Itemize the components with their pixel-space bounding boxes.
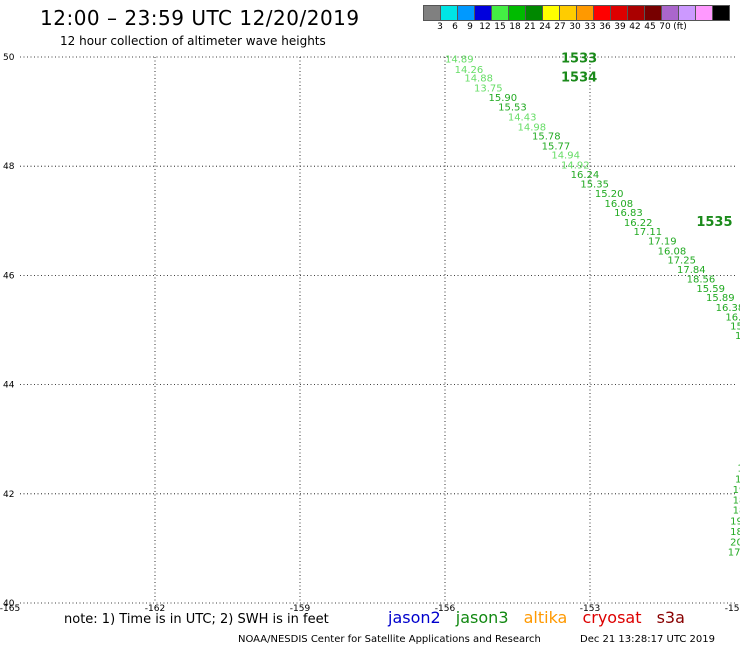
wave-height-value: 15.90 (489, 93, 518, 104)
color-scale-label: 27 (554, 22, 566, 32)
wave-height-value: 16.83 (725, 312, 740, 323)
wave-height-value: 18.83 (730, 527, 740, 538)
wave-height-value: 17.84 (677, 265, 706, 276)
color-scale-labels: 3 6 9 12 15 18 21 24 27 30 33 36 39 42 45 70 (ft) (423, 22, 740, 34)
latitude-tick-label: 46 (3, 271, 15, 281)
color-scale-bar (423, 5, 730, 21)
generation-timestamp: Dec 21 13:28:17 UTC 2019 (580, 634, 715, 645)
wave-height-value: 20.20 (730, 537, 740, 548)
pass-labels: 1533 1534 1535 (561, 52, 733, 230)
wave-height-readings: 14.8914.2614.8813.7515.9015.5314.4314.98… (445, 55, 740, 559)
wave-height-value: 14.89 (445, 55, 474, 66)
wave-height-value: 16.22 (624, 218, 653, 229)
longitude-tick-label: -159 (290, 604, 311, 614)
wave-height-value: 15.59 (696, 284, 725, 295)
color-scale-label: 70 (659, 22, 671, 32)
wave-height-value: 19.14 (730, 517, 740, 528)
color-scale-label: 18 (509, 22, 521, 32)
wave-height-value: 17.11 (634, 227, 663, 238)
legend-jason2: jason2 (388, 608, 441, 627)
color-swatch (712, 5, 730, 21)
wave-height-value: 15.37 (735, 331, 740, 342)
wave-height-value: 15.78 (532, 132, 561, 143)
page-subtitle: 12 hour collection of altimeter wave hei… (60, 34, 326, 48)
color-scale-label: 6 (452, 22, 458, 32)
page-title: 12:00 – 23:59 UTC 12/20/2019 (40, 6, 360, 30)
color-scale-label: 3 (437, 22, 443, 32)
latitude-tick-label: 48 (3, 162, 15, 172)
color-scale-label: 12 (479, 22, 491, 32)
wave-height-value: 15.89 (706, 293, 735, 304)
wave-height-value: 18.12 (733, 495, 740, 506)
wave-height-value: 15.53 (498, 103, 527, 114)
color-scale-label: 39 (614, 22, 626, 32)
wave-height-value: 16.08 (658, 246, 687, 257)
color-scale-label: 9 (467, 22, 473, 32)
wave-height-value: 15.79 (730, 322, 740, 333)
wave-height-value: 13.75 (474, 84, 503, 95)
credit-text: NOAA/NESDIS Center for Satellite Applica… (238, 634, 541, 645)
color-scale-label: 24 (539, 22, 551, 32)
wave-height-value: 14.43 (508, 113, 537, 124)
legend-cryosat: cryosat (582, 608, 642, 627)
color-scale-label: 15 (494, 22, 506, 32)
longitude-tick-label: -165 (0, 604, 20, 614)
map-gridlines (20, 56, 735, 604)
longitude-tick-label: -156 (435, 604, 456, 614)
longitude-tick-label: -153 (580, 604, 600, 614)
wave-height-value: 14.92 (561, 161, 590, 172)
color-scale-label: (ft) (673, 22, 687, 32)
latitude-tick-label: 50 (3, 53, 15, 63)
pass-time-label: 1533 (561, 52, 597, 67)
color-scale-label: 45 (644, 22, 656, 32)
pass-time-label: 1534 (561, 71, 597, 86)
longitude-tick-label: -150 (725, 604, 740, 614)
wave-height-value: 16.24 (571, 170, 600, 181)
wave-height-value: 14.98 (518, 122, 547, 133)
wave-height-value: 15.35 (580, 180, 609, 191)
wave-height-value: 17.19 (648, 236, 677, 247)
color-scale-label: 30 (569, 22, 581, 32)
color-scale-label: 21 (524, 22, 536, 32)
color-scale-label: 36 (599, 22, 611, 32)
color-scale-label: 42 (629, 22, 641, 32)
wave-height-value: 15.20 (595, 189, 624, 200)
legend-altika: altika (523, 608, 568, 627)
color-scale-label: 33 (584, 22, 596, 32)
wave-height-value: 14.88 (464, 74, 493, 85)
wave-height-value: 17.85 (728, 548, 740, 559)
wave-height-value: 17.25 (667, 256, 696, 267)
wave-height-value: 16.38 (716, 303, 740, 314)
wave-height-value: 18.81 (733, 506, 740, 517)
latitude-tick-label: 42 (3, 490, 14, 500)
wave-height-value: 14.26 (455, 65, 484, 76)
latitude-tick-label: 40 (3, 599, 15, 609)
wave-height-value: 18.56 (687, 275, 716, 286)
wave-height-value: 16.08 (605, 199, 634, 210)
wave-height-value: 19.67 (735, 475, 740, 486)
satellite-legend: jason2 jason3 altika cryosat s3a (388, 608, 695, 627)
pass-time-label: 1535 (696, 215, 732, 230)
legend-jason3: jason3 (455, 608, 509, 627)
units-note: note: 1) Time is in UTC; 2) SWH is in fe… (64, 612, 329, 627)
wave-height-value: 15.77 (542, 141, 571, 152)
map-axis-ticks: -165 -162 -159 -156 -153 -150 50 48 46 44 42 40 (0, 53, 740, 614)
latitude-tick-label: 44 (3, 381, 15, 391)
wave-height-value: 17.97 (737, 464, 740, 475)
longitude-tick-label: -162 (145, 604, 165, 614)
wave-height-value: 16.83 (614, 208, 643, 219)
legend-s3a: s3a (656, 608, 685, 627)
wave-height-value: 19.33 (733, 485, 740, 496)
wave-height-value: 14.94 (551, 151, 580, 162)
